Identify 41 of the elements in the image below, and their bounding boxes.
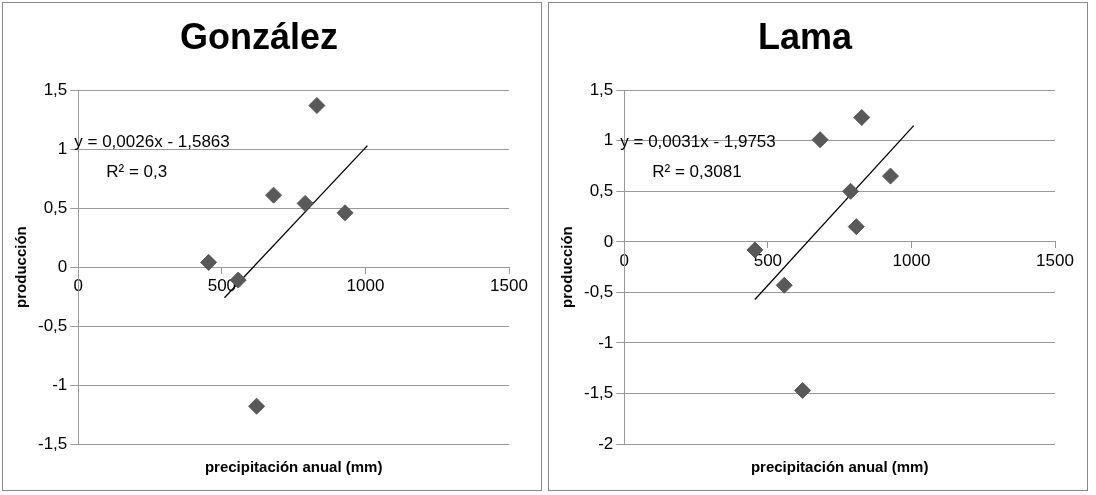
y-tick-label: -0,5 <box>38 315 68 335</box>
x-tick-label: 1500 <box>490 275 528 295</box>
y-tick-label: -0,5 <box>584 282 614 302</box>
y-tick-label: -1 <box>598 332 614 352</box>
point <box>847 218 865 236</box>
point <box>200 253 218 271</box>
annotation: y = 0,0031x - 1,9753 <box>620 131 776 151</box>
point <box>308 97 326 115</box>
x-tick-label: 1500 <box>1036 250 1074 270</box>
y-tick-label: 0 <box>603 231 614 251</box>
point <box>853 108 871 126</box>
x-tick-label: 1000 <box>892 250 931 270</box>
point <box>248 397 266 415</box>
y-tick-label: -2 <box>598 433 614 453</box>
annotation: R² = 0,3081 <box>652 161 742 181</box>
y-axis-title: producción <box>558 226 576 308</box>
y-tick-label: 1 <box>57 138 68 158</box>
annotation: R² = 0,3 <box>106 161 168 181</box>
point <box>881 167 899 185</box>
y-axis-title: producción <box>12 226 30 308</box>
y-tick-label: -1 <box>52 374 68 394</box>
y-tick-label: 0,5 <box>589 180 614 200</box>
chart-title: González <box>179 15 339 57</box>
point <box>296 194 314 212</box>
y-tick-label: 1,5 <box>589 79 614 99</box>
y-tick-label: 1 <box>603 130 614 150</box>
point <box>794 381 812 399</box>
point <box>265 186 283 204</box>
y-tick-label: 1,5 <box>43 79 68 99</box>
point <box>775 276 793 294</box>
x-tick-label: 1000 <box>346 275 385 295</box>
point <box>842 182 860 200</box>
x-axis-title: precipitación anual (mm) <box>204 458 383 476</box>
y-tick-label: -1,5 <box>38 433 68 453</box>
chart-title: Lama <box>757 15 853 57</box>
y-tick-label: -1,5 <box>584 383 614 403</box>
y-tick-label: 0,5 <box>43 197 68 217</box>
annotation: y = 0,0026x - 1,5863 <box>74 131 230 151</box>
point <box>811 131 829 149</box>
x-axis-title: precipitación anual (mm) <box>750 458 929 476</box>
point <box>336 204 354 222</box>
